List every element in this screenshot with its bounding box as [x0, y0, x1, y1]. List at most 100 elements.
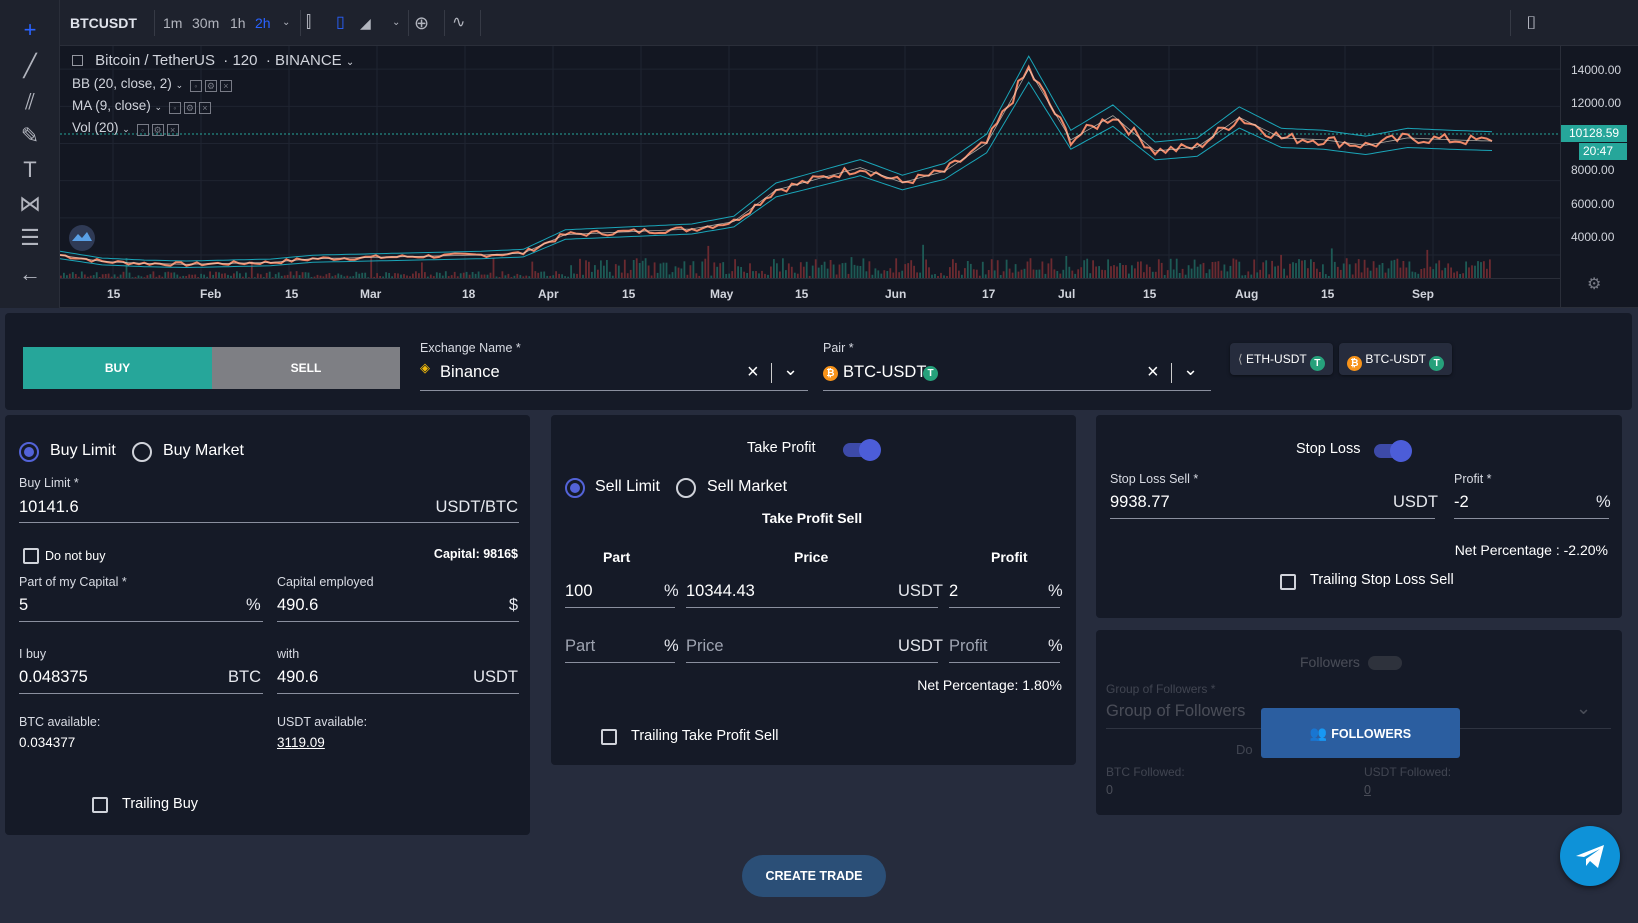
sell-limit-option[interactable]: Sell Limit [595, 478, 660, 495]
volume-bar [1220, 270, 1223, 278]
brush-icon[interactable]: ✎ [20, 123, 40, 148]
chevron-down-icon[interactable]: ⌄ [345, 57, 355, 68]
volume-bar [1163, 275, 1166, 278]
telegram-button[interactable] [1560, 826, 1620, 886]
volume-bar [486, 274, 489, 278]
trend-line-icon[interactable]: ╱ [23, 53, 37, 78]
sell-limit-radio[interactable] [565, 478, 585, 498]
pair-dropdown-icon[interactable]: ⌄ [1183, 359, 1199, 379]
exchange-dropdown-icon[interactable]: ⌄ [783, 359, 799, 379]
chart-settings-icon[interactable]: ⚙ [1587, 276, 1602, 293]
price-plot[interactable] [60, 46, 1560, 278]
tp1-profit-input[interactable]: 2 [949, 582, 959, 600]
measure-icon[interactable]: ☰ [20, 225, 40, 250]
buy-tab[interactable]: BUY [23, 347, 212, 389]
followers-toggle[interactable] [1368, 656, 1402, 670]
volume-bar [221, 273, 223, 278]
volume-bar [865, 271, 868, 278]
buy-limit-radio[interactable] [19, 442, 39, 462]
quick-pair-btc-usdt[interactable]: ₿ BTC-USDT T [1339, 343, 1453, 375]
quick-pair-eth-usdt[interactable]: ⟨ ETH-USDT T [1230, 343, 1333, 375]
clear-pair-icon[interactable]: × [1147, 361, 1159, 383]
group-followers-label: Group of Followers * [1106, 682, 1216, 696]
interval-1m[interactable]: 1m [163, 15, 183, 31]
candles-icon[interactable]: ▯ [336, 14, 345, 31]
pair-select[interactable]: BTC-USDT [843, 363, 927, 381]
buy-market-option[interactable]: Buy Market [163, 442, 244, 459]
time-label: Feb [200, 287, 222, 301]
time-axis[interactable]: 15 Feb 15 Mar 18 Apr 15 May 15 Jun 17 Ju… [60, 278, 1560, 308]
followers-button[interactable]: 👥 FOLLOWERS [1261, 708, 1460, 758]
i-buy-unit: BTC [228, 668, 261, 686]
symbol-label[interactable]: BTCUSDT [70, 15, 137, 31]
take-profit-toggle[interactable] [843, 439, 881, 461]
volume-bar [1157, 259, 1160, 278]
sell-market-radio[interactable] [676, 478, 696, 498]
volume-bar [1178, 273, 1181, 278]
tp2-price-input[interactable]: Price [686, 637, 724, 655]
price-scale[interactable]: 14000.00 12000.00 10128.59 20:47 8000.00… [1560, 46, 1638, 308]
volume-bar [1062, 269, 1065, 278]
trailing-buy-checkbox[interactable] [92, 797, 108, 813]
interval-dropdown-icon[interactable]: ⌄ [282, 17, 291, 28]
volume-bar [1268, 274, 1271, 278]
create-trade-button[interactable]: CREATE TRADE [742, 855, 886, 897]
trailing-stop-loss-checkbox[interactable] [1280, 574, 1296, 590]
group-followers-input[interactable]: Group of Followers [1106, 702, 1246, 720]
interval-2h[interactable]: 2h [255, 15, 271, 31]
tp2-part-input[interactable]: Part [565, 637, 596, 655]
volume-bar [710, 275, 713, 278]
eth-coin-icon: ⟨ [1238, 352, 1243, 366]
i-buy-input[interactable]: 0.048375 [19, 668, 88, 686]
exchange-select[interactable]: Binance [440, 363, 500, 381]
indicator-vol[interactable]: Vol (20) ⌄ ◦ ⚙ × [72, 120, 354, 136]
do-not-buy-checkbox[interactable] [23, 548, 39, 564]
volume-bar [1023, 268, 1026, 278]
usdt-available-link[interactable]: 3119.09 [277, 735, 325, 750]
stop-loss-sell-input[interactable]: 9938.77 [1110, 493, 1170, 511]
buy-limit-option[interactable]: Buy Limit [50, 442, 116, 459]
capital-employed-input[interactable]: 490.6 [277, 596, 319, 614]
part-capital-input[interactable]: 5 [19, 596, 29, 614]
collapse-legend-icon[interactable] [72, 55, 83, 66]
with-input[interactable]: 490.6 [277, 668, 319, 686]
crosshair-icon[interactable]: + [23, 17, 37, 42]
gear-icon: ⚙ [151, 124, 164, 136]
back-arrow-icon[interactable]: ← [19, 261, 41, 286]
sell-market-option[interactable]: Sell Market [707, 478, 788, 495]
camera-icon[interactable]: ⌷ [1526, 13, 1537, 33]
compare-icon[interactable]: ∿ [452, 14, 466, 31]
volume-bar [1295, 263, 1297, 278]
area-icon[interactable]: ◢ [360, 15, 371, 31]
text-tool-icon[interactable]: T [23, 157, 37, 182]
trailing-take-profit-checkbox[interactable] [601, 729, 617, 745]
interval-1h[interactable]: 1h [230, 15, 246, 31]
indicator-bb[interactable]: BB (20, close, 2) ⌄ ◦ ⚙ × [72, 76, 354, 92]
tp2-profit-input[interactable]: Profit [949, 637, 988, 655]
stop-loss-profit-input[interactable]: -2 [1454, 493, 1469, 511]
sell-tab[interactable]: SELL [212, 347, 400, 389]
volume-bar [525, 275, 528, 278]
buy-limit-input[interactable]: 10141.6 [19, 498, 79, 516]
bars-icon[interactable]: ⫿ [306, 14, 312, 31]
volume-bar [1113, 265, 1115, 278]
chart-type-dropdown-icon[interactable]: ⌄ [392, 17, 401, 28]
add-indicator-icon[interactable]: ⊕ [414, 13, 430, 33]
tp1-part-input[interactable]: 100 [565, 582, 593, 600]
stop-loss-toggle[interactable] [1374, 440, 1412, 462]
interval-30m[interactable]: 30m [192, 15, 220, 31]
volume-bar [304, 272, 307, 278]
indicator-ma[interactable]: MA (9, close) ⌄ ◦ ⚙ × [72, 98, 354, 114]
clear-exchange-icon[interactable]: × [747, 361, 759, 383]
volume-bar [564, 276, 566, 278]
binance-icon: ◈ [420, 360, 430, 375]
volume-bar [543, 271, 546, 278]
volume-bar [1396, 258, 1399, 278]
pattern-icon[interactable]: ⋈ [19, 191, 41, 216]
fib-icon[interactable]: ⫽ [25, 89, 35, 114]
group-dropdown-icon[interactable]: ⌄ [1576, 698, 1592, 718]
tp1-price-input[interactable]: 10344.43 [686, 582, 755, 600]
buy-market-radio[interactable] [132, 442, 152, 462]
volume-bar [835, 274, 838, 278]
volume-bar [635, 258, 638, 278]
